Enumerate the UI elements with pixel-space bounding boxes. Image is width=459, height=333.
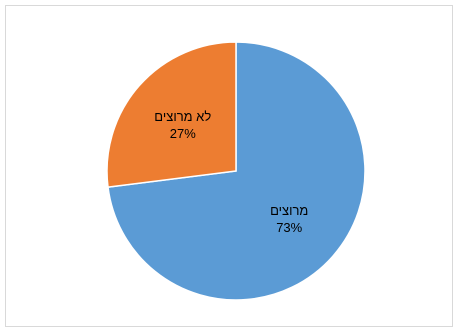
slice-category-label: מרוצים [270,203,308,218]
slice-value-label: 27% [170,126,196,141]
pie-labels: מרוצים 73% לא מרוצים 27% [154,109,308,235]
pie-slice-2 [106,41,237,189]
slice-value-label: 73% [276,220,302,235]
pie-chart: מרוצים 73% לא מרוצים 27% [106,41,366,301]
slice-category-label: לא מרוצים [154,109,211,124]
chart-area: מרוצים 73% לא מרוצים 27% [5,5,453,327]
pie-slices [106,41,366,301]
